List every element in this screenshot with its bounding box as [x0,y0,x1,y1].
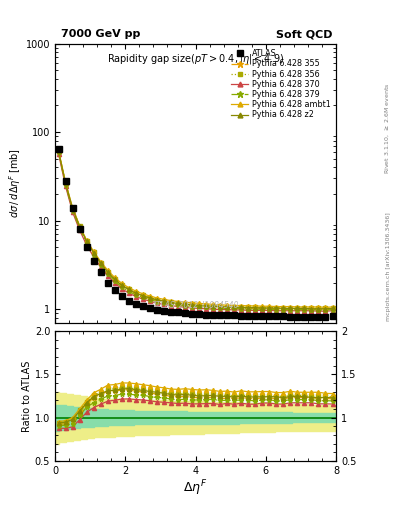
Text: Rivet 3.1.10, $\geq$ 2.6M events: Rivet 3.1.10, $\geq$ 2.6M events [384,82,391,174]
Text: ATLAS_2012_I1084540: ATLAS_2012_I1084540 [152,300,239,309]
X-axis label: $\Delta\eta^F$: $\Delta\eta^F$ [184,478,208,498]
Y-axis label: Ratio to ATLAS: Ratio to ATLAS [22,360,32,432]
Legend: ATLAS, Pythia 6.428 355, Pythia 6.428 356, Pythia 6.428 370, Pythia 6.428 379, P: ATLAS, Pythia 6.428 355, Pythia 6.428 35… [229,48,332,121]
Text: mcplots.cern.ch [arXiv:1306.3436]: mcplots.cern.ch [arXiv:1306.3436] [386,212,391,321]
Y-axis label: $d\sigma\,/\,d\Delta\eta^F\;[\mathrm{mb}]$: $d\sigma\,/\,d\Delta\eta^F\;[\mathrm{mb}… [7,148,23,218]
Text: 7000 GeV pp: 7000 GeV pp [61,29,140,39]
Text: Soft QCD: Soft QCD [275,29,332,39]
Text: Rapidity gap size$(pT > 0.4, |\eta| < 4.9)$: Rapidity gap size$(pT > 0.4, |\eta| < 4.… [107,52,284,66]
